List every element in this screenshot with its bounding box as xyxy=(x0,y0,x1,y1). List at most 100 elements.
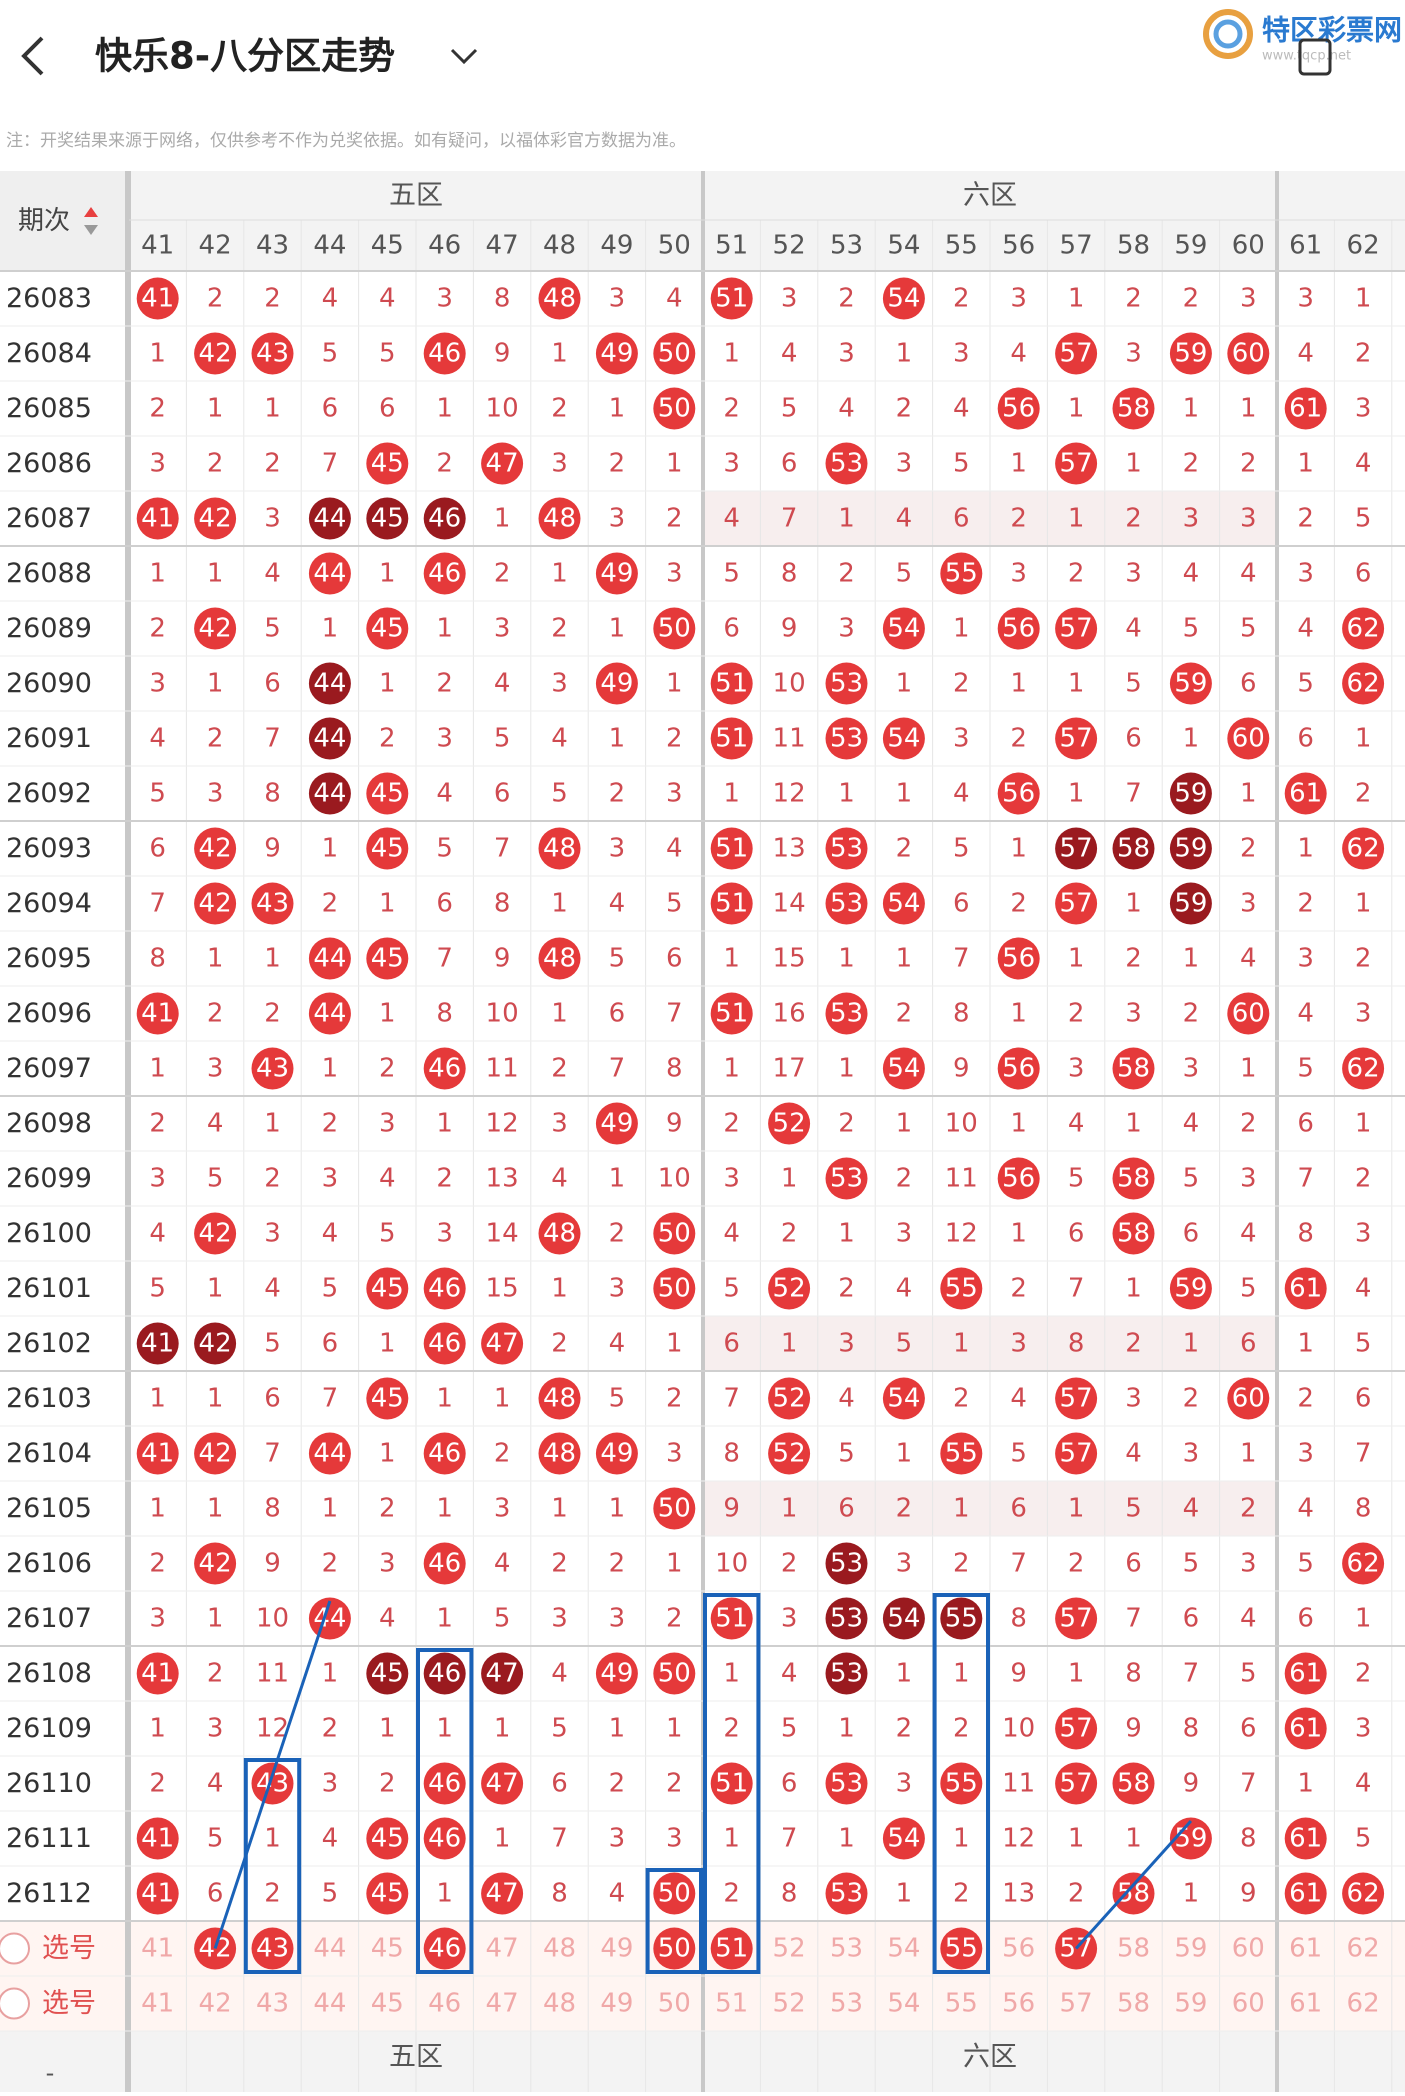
hit-number: 42 xyxy=(199,1439,232,1469)
issue-number: 26111 xyxy=(6,1823,92,1854)
select-number[interactable]: 54 xyxy=(887,1989,920,2019)
hit-number: 48 xyxy=(543,1439,576,1469)
hit-number: 60 xyxy=(1232,999,1265,1029)
select-number[interactable]: 55 xyxy=(945,1934,978,1964)
select-number[interactable]: 49 xyxy=(600,1989,633,2019)
select-number[interactable]: 53 xyxy=(830,1934,863,1964)
miss-count: 4 xyxy=(379,1164,396,1194)
hit-ball xyxy=(423,1762,466,1805)
hit-ball xyxy=(1342,607,1385,650)
hit-number: 46 xyxy=(428,559,461,589)
hit-number: 59 xyxy=(1174,669,1207,699)
hit-number: 45 xyxy=(371,1659,404,1689)
miss-count: 5 xyxy=(1010,1439,1027,1469)
select-number[interactable]: 51 xyxy=(715,1934,748,1964)
miss-count: 2 xyxy=(609,1769,626,1799)
miss-count: 1 xyxy=(1068,1659,1085,1689)
miss-count: 1 xyxy=(1010,999,1027,1029)
select-number[interactable]: 47 xyxy=(486,1989,519,2019)
miss-count: 4 xyxy=(1240,559,1257,589)
miss-count: 5 xyxy=(322,1274,339,1304)
select-number[interactable]: 48 xyxy=(543,1934,576,1964)
hit-ball xyxy=(423,1432,466,1475)
back-button[interactable] xyxy=(21,36,44,76)
column-header: 51 xyxy=(715,231,748,261)
hit-ball xyxy=(882,1377,925,1420)
hit-number: 50 xyxy=(658,614,691,644)
select-number[interactable]: 45 xyxy=(371,1934,404,1964)
select-number[interactable]: 46 xyxy=(428,1934,461,1964)
hit-number: 51 xyxy=(715,999,748,1029)
select-number[interactable]: 60 xyxy=(1232,1934,1265,1964)
select-number[interactable]: 61 xyxy=(1289,1989,1322,2019)
select-number[interactable]: 43 xyxy=(256,1934,289,1964)
select-number[interactable]: 53 xyxy=(830,1989,863,2019)
select-number[interactable]: 44 xyxy=(313,1934,346,1964)
select-radio[interactable] xyxy=(0,1987,30,2020)
select-number[interactable]: 56 xyxy=(1002,1934,1035,1964)
select-number[interactable]: 57 xyxy=(1060,1989,1093,2019)
select-number[interactable]: 52 xyxy=(773,1934,806,1964)
miss-count: 6 xyxy=(838,1494,855,1524)
select-number[interactable]: 46 xyxy=(428,1989,461,2019)
select-number[interactable]: 43 xyxy=(256,1989,289,2019)
select-number[interactable]: 59 xyxy=(1174,1934,1207,1964)
select-number[interactable]: 51 xyxy=(715,1989,748,2019)
select-number[interactable]: 50 xyxy=(658,1934,691,1964)
select-number[interactable]: 61 xyxy=(1289,1934,1322,1964)
miss-count: 3 xyxy=(1240,1549,1257,1579)
select-number[interactable]: 59 xyxy=(1174,1989,1207,2019)
hit-number: 48 xyxy=(543,1219,576,1249)
select-number[interactable]: 41 xyxy=(141,1934,174,1964)
miss-count: 2 xyxy=(551,394,568,424)
miss-count: 1 xyxy=(551,559,568,589)
hit-ball xyxy=(538,1377,581,1420)
select-number[interactable]: 54 xyxy=(887,1934,920,1964)
miss-count: 1 xyxy=(207,1274,224,1304)
miss-count: 4 xyxy=(436,779,453,809)
hit-ball xyxy=(710,1762,753,1805)
select-number[interactable]: 62 xyxy=(1347,1934,1380,1964)
select-number[interactable]: 44 xyxy=(313,1989,346,2019)
hit-ball xyxy=(423,1322,466,1365)
select-number[interactable]: 48 xyxy=(543,1989,576,2019)
miss-count: 2 xyxy=(953,1879,970,1909)
dropdown-chevron[interactable] xyxy=(450,48,478,65)
miss-count: 4 xyxy=(609,1329,626,1359)
select-number[interactable]: 45 xyxy=(371,1989,404,2019)
issue-number: 26103 xyxy=(6,1383,92,1414)
miss-count: 3 xyxy=(609,504,626,534)
select-radio[interactable] xyxy=(0,1932,30,1965)
miss-count: 2 xyxy=(207,449,224,479)
hit-ball xyxy=(423,552,466,595)
select-number[interactable]: 58 xyxy=(1117,1934,1150,1964)
hit-ball xyxy=(710,277,753,320)
miss-count: 2 xyxy=(609,779,626,809)
select-number[interactable]: 58 xyxy=(1117,1989,1150,2019)
disclaimer: 注：开奖结果来源于网络，仅供参考不作为兑奖依据。如有疑问，以福体彩官方数据为准。 xyxy=(6,131,686,151)
hit-number: 49 xyxy=(600,1439,633,1469)
select-number[interactable]: 56 xyxy=(1002,1989,1035,2019)
select-number[interactable]: 49 xyxy=(600,1934,633,1964)
hit-number: 52 xyxy=(773,1274,806,1304)
select-number[interactable]: 41 xyxy=(141,1989,174,2019)
miss-count: 6 xyxy=(149,834,166,864)
share-icon[interactable] xyxy=(1298,38,1332,76)
select-number[interactable]: 42 xyxy=(199,1989,232,2019)
select-number[interactable]: 62 xyxy=(1347,1989,1380,2019)
miss-count: 3 xyxy=(1240,504,1257,534)
miss-count: 5 xyxy=(953,834,970,864)
select-number[interactable]: 47 xyxy=(486,1934,519,1964)
select-number[interactable]: 50 xyxy=(658,1989,691,2019)
miss-count: 6 xyxy=(322,1329,339,1359)
miss-count: 2 xyxy=(1125,944,1142,974)
miss-count: 1 xyxy=(1125,1824,1142,1854)
hit-ball xyxy=(194,827,237,870)
select-number[interactable]: 60 xyxy=(1232,1989,1265,2019)
miss-count: 3 xyxy=(781,284,798,314)
select-number[interactable]: 52 xyxy=(773,1989,806,2019)
hit-ball xyxy=(251,1047,294,1090)
hit-ball xyxy=(825,1872,868,1915)
miss-count: 4 xyxy=(838,394,855,424)
select-number[interactable]: 55 xyxy=(945,1989,978,2019)
